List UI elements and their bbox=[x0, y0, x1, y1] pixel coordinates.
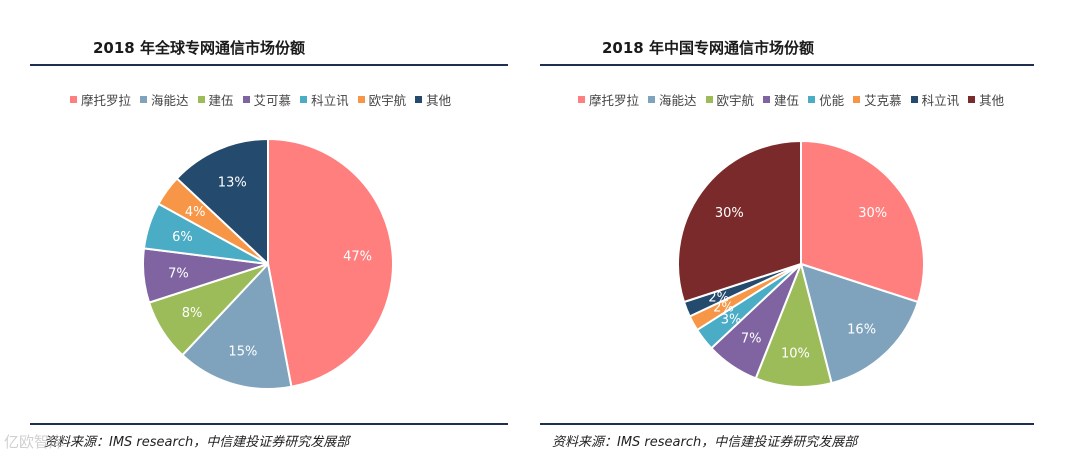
chart-legend: 摩托罗拉 海能达 建伍 艾可慕 科立讯 欧宇航 其他 bbox=[70, 90, 460, 109]
legend-item: 其他 bbox=[968, 90, 1004, 109]
legend-label: 建伍 bbox=[774, 93, 800, 108]
legend-item: 建伍 bbox=[197, 90, 234, 109]
chart-panel-china: 2018 年中国专网通信市场份额 摩托罗拉 海能达 欧宇航 建伍 优能 艾克慕 科立讯 其他 … bbox=[540, 0, 1080, 466]
slice-label: 16% bbox=[847, 323, 876, 338]
slice-label: 10% bbox=[781, 346, 810, 361]
legend-item: 海能达 bbox=[140, 90, 189, 109]
legend-item: 欧宇航 bbox=[357, 90, 407, 109]
legend-label: 科立讯 bbox=[921, 93, 960, 108]
legend-label: 科立讯 bbox=[311, 93, 349, 108]
legend-swatch bbox=[808, 96, 816, 103]
legend-swatch bbox=[578, 96, 585, 103]
legend-swatch bbox=[70, 96, 77, 103]
legend-item: 科立讯 bbox=[300, 90, 349, 109]
watermark-text: 亿欧智库 bbox=[4, 433, 65, 451]
legend-swatch bbox=[968, 96, 976, 103]
slice-label: 2% bbox=[708, 291, 729, 306]
slice-label: 7% bbox=[741, 331, 762, 346]
legend-label: 艾克慕 bbox=[864, 93, 902, 108]
legend-swatch bbox=[242, 96, 250, 103]
title-divider bbox=[30, 64, 508, 66]
legend-item: 摩托罗拉 bbox=[578, 90, 639, 109]
slice-label: 13% bbox=[218, 175, 247, 190]
pie-chart: 30%16%10%7%3%2%2%30% bbox=[677, 139, 925, 388]
legend-swatch bbox=[357, 96, 365, 103]
slice-label: 47% bbox=[343, 250, 372, 265]
title-divider bbox=[540, 64, 1034, 66]
legend-swatch bbox=[415, 96, 423, 103]
source-note: 资料来源：IMS research，中信建投证券研究发展部 bbox=[44, 435, 350, 450]
slice-label: 30% bbox=[715, 206, 744, 221]
legend-label: 艾可慕 bbox=[253, 93, 292, 108]
chart-legend: 摩托罗拉 海能达 欧宇航 建伍 优能 艾克慕 科立讯 其他 bbox=[578, 90, 1013, 109]
slice-label: 15% bbox=[228, 344, 257, 359]
legend-label: 海能达 bbox=[151, 93, 189, 108]
slice-label: 30% bbox=[858, 206, 887, 221]
legend-label: 摩托罗拉 bbox=[589, 93, 640, 108]
legend-item: 欧宇航 bbox=[705, 90, 755, 109]
legend-swatch bbox=[140, 96, 148, 103]
pie-slice bbox=[267, 137, 394, 388]
legend-label: 其他 bbox=[426, 93, 452, 108]
legend-item: 艾可慕 bbox=[242, 90, 292, 109]
pie-slice bbox=[799, 262, 920, 385]
pie-slice bbox=[754, 260, 833, 388]
slice-label: 4% bbox=[185, 205, 206, 220]
legend-item: 艾克慕 bbox=[853, 90, 902, 109]
legend-item: 其他 bbox=[415, 90, 451, 109]
legend-item: 摩托罗拉 bbox=[70, 90, 131, 109]
legend-swatch bbox=[648, 96, 656, 103]
legend-swatch bbox=[763, 96, 771, 103]
legend-label: 海能达 bbox=[659, 93, 697, 108]
slice-label: 8% bbox=[182, 306, 203, 321]
legend-label: 摩托罗拉 bbox=[81, 93, 132, 108]
pie-slice bbox=[181, 261, 293, 390]
legend-item: 优能 bbox=[808, 90, 844, 109]
legend-label: 建伍 bbox=[208, 93, 234, 108]
legend-label: 欧宇航 bbox=[716, 93, 755, 108]
legend-swatch bbox=[705, 96, 713, 103]
slice-label: 7% bbox=[168, 266, 189, 281]
legend-label: 其他 bbox=[979, 93, 1005, 108]
source-note: 资料来源：IMS research，中信建投证券研究发展部 bbox=[552, 435, 858, 450]
legend-label: 欧宇航 bbox=[368, 93, 407, 108]
legend-swatch bbox=[197, 96, 205, 103]
legend-swatch bbox=[853, 96, 861, 103]
slice-label: 6% bbox=[172, 230, 193, 245]
slice-label: 3% bbox=[721, 312, 742, 327]
footer-divider bbox=[30, 423, 508, 425]
legend-item: 海能达 bbox=[648, 90, 697, 109]
legend-item: 科立讯 bbox=[910, 90, 960, 109]
footer-divider bbox=[540, 423, 1034, 425]
pie-slice bbox=[677, 139, 802, 304]
slice-label: 2% bbox=[713, 301, 734, 316]
legend-swatch bbox=[910, 96, 918, 103]
chart-title: 2018 年中国专网通信市场份额 bbox=[602, 39, 814, 57]
legend-item: 建伍 bbox=[763, 90, 799, 109]
pie-slice bbox=[175, 137, 269, 267]
chart-panel-global: 2018 年全球专网通信市场份额 摩托罗拉 海能达 建伍 艾可慕 科立讯 欧宇航 其他 47… bbox=[30, 39, 508, 450]
chart-title: 2018 年全球专网通信市场份额 bbox=[93, 39, 305, 57]
legend-swatch bbox=[300, 96, 308, 103]
legend-label: 优能 bbox=[819, 93, 845, 108]
pie-chart: 47% 15% 8% 7% 6% 4% 13% bbox=[142, 137, 394, 390]
pie-slice bbox=[800, 139, 925, 304]
